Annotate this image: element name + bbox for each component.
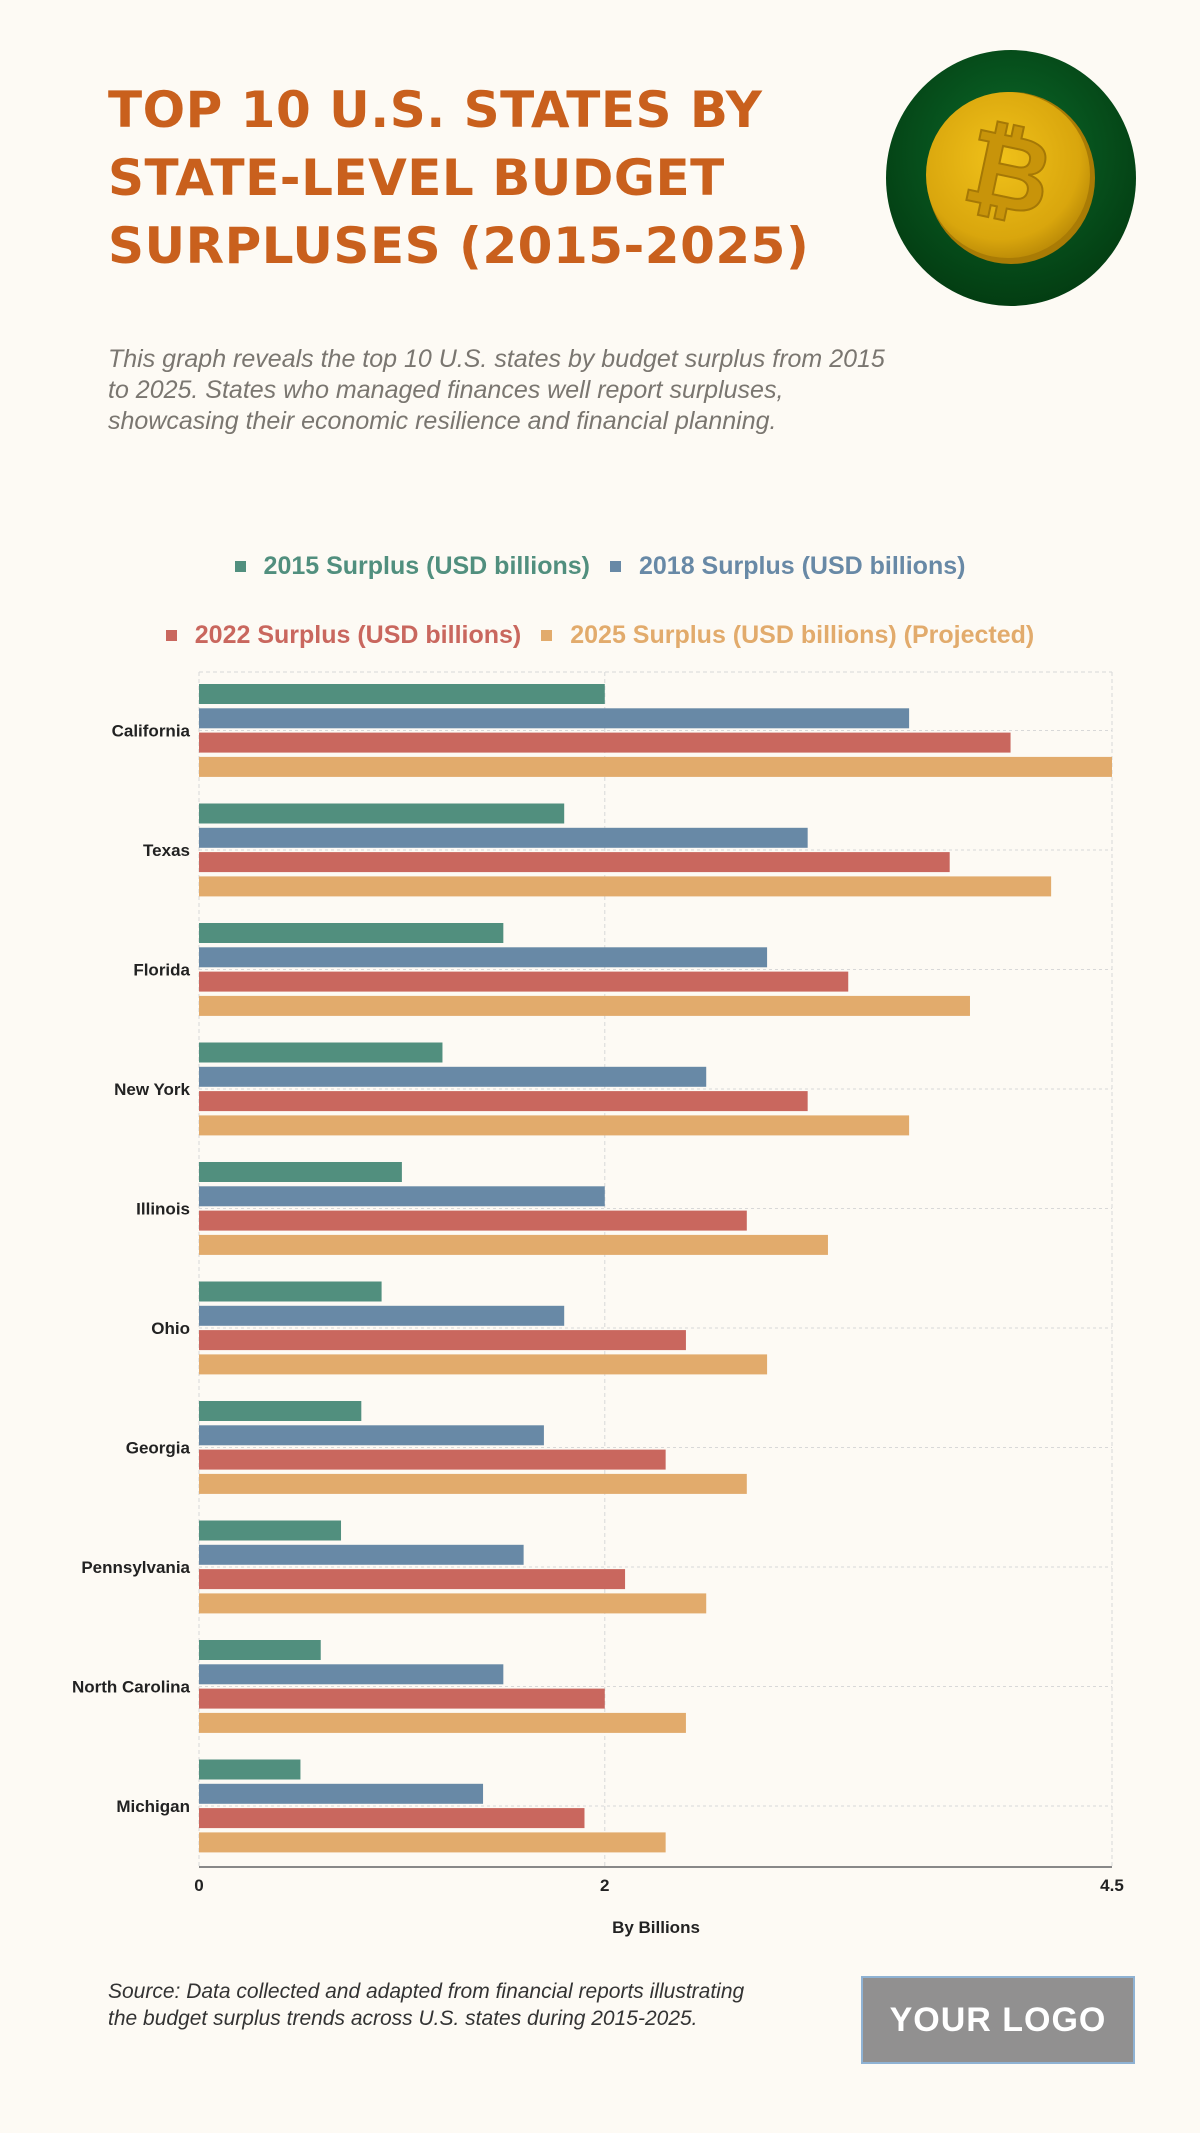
bar-california-2025 xyxy=(199,756,1112,777)
legend-label-2018: 2018 Surplus (USD billions) xyxy=(639,552,966,580)
bar-texas-2025 xyxy=(199,876,1052,897)
bar-new-york-2025 xyxy=(199,1115,910,1136)
legend-item-2025[interactable]: 2025 Surplus (USD billions) (Projected) xyxy=(541,621,1034,650)
bar-pennsylvania-2018 xyxy=(199,1544,524,1565)
bar-north-carolina-2022 xyxy=(199,1688,605,1709)
legend-item-2015[interactable]: 2015 Surplus (USD billions) xyxy=(234,552,590,581)
bar-florida-2022 xyxy=(199,971,849,992)
bar-pennsylvania-2015 xyxy=(199,1520,342,1541)
bar-florida-2025 xyxy=(199,995,970,1016)
bar-north-carolina-2025 xyxy=(199,1712,686,1733)
category-label: Illinois xyxy=(136,1199,190,1218)
legend-label-2015: 2015 Surplus (USD billions) xyxy=(263,552,590,580)
x-tick-label: 2 xyxy=(600,1876,609,1895)
bar-ohio-2018 xyxy=(199,1305,565,1326)
bar-georgia-2018 xyxy=(199,1425,544,1446)
page-title: TOP 10 U.S. STATES BY STATE-LEVEL BUDGET… xyxy=(108,81,810,275)
bar-florida-2018 xyxy=(199,947,768,968)
legend-swatch-2025 xyxy=(541,630,553,641)
category-label: Georgia xyxy=(126,1438,191,1457)
category-label: Texas xyxy=(143,841,190,860)
bar-california-2015 xyxy=(199,684,605,704)
legend-item-2022[interactable]: 2022 Surplus (USD billions) xyxy=(165,621,522,650)
bar-texas-2022 xyxy=(199,852,950,873)
bar-ohio-2015 xyxy=(199,1281,382,1302)
category-label: California xyxy=(112,721,191,740)
bar-new-york-2015 xyxy=(199,1042,443,1063)
logo-text: YOUR LOGO xyxy=(889,2000,1107,2039)
bar-michigan-2018 xyxy=(199,1783,484,1804)
category-label: New York xyxy=(114,1080,190,1099)
x-tick-label: 0 xyxy=(194,1876,203,1895)
bar-georgia-2015 xyxy=(199,1401,362,1421)
bar-texas-2018 xyxy=(199,827,808,848)
legend-label-2025: 2025 Surplus (USD billions) (Projected) xyxy=(570,621,1035,649)
x-tick-label: 4.5 xyxy=(1100,1876,1124,1895)
bar-florida-2015 xyxy=(199,923,504,943)
x-axis-title: By Billions xyxy=(612,1918,700,1937)
bar-new-york-2022 xyxy=(199,1091,808,1112)
legend-row-1: 2015 Surplus (USD billions) 2018 Surplus… xyxy=(0,552,1200,581)
bar-georgia-2022 xyxy=(199,1449,666,1470)
legend-item-2018[interactable]: 2018 Surplus (USD billions) xyxy=(610,552,965,581)
bar-illinois-2015 xyxy=(199,1162,402,1182)
bar-new-york-2018 xyxy=(199,1066,707,1087)
logo-placeholder: YOUR LOGO xyxy=(861,1976,1135,2064)
category-label: Michigan xyxy=(116,1797,190,1816)
legend-row-2: 2022 Surplus (USD billions) 2025 Surplus… xyxy=(0,621,1200,650)
category-label: Florida xyxy=(133,960,190,979)
bar-illinois-2022 xyxy=(199,1210,747,1231)
bar-michigan-2025 xyxy=(199,1832,666,1853)
bar-michigan-2022 xyxy=(199,1808,585,1829)
category-label: North Carolina xyxy=(72,1677,191,1696)
category-label: Pennsylvania xyxy=(81,1558,190,1577)
bar-pennsylvania-2022 xyxy=(199,1569,626,1590)
bar-illinois-2025 xyxy=(199,1234,828,1255)
bar-texas-2015 xyxy=(199,803,565,824)
bar-pennsylvania-2025 xyxy=(199,1593,707,1614)
bar-ohio-2025 xyxy=(199,1354,768,1375)
legend-swatch-2018 xyxy=(610,561,621,572)
bar-ohio-2022 xyxy=(199,1330,686,1351)
bar-california-2022 xyxy=(199,732,1011,753)
chart-svg: California Texas Florida New York Illinois Oh… xyxy=(72,671,1124,1895)
bar-north-carolina-2015 xyxy=(199,1640,321,1660)
bar-north-carolina-2018 xyxy=(199,1664,504,1685)
chart-description: This graph reveals the top 10 U.S. state… xyxy=(108,345,885,435)
legend-swatch-2015 xyxy=(234,561,246,572)
bar-michigan-2015 xyxy=(199,1759,301,1780)
bar-california-2018 xyxy=(199,708,910,729)
category-label: Ohio xyxy=(151,1319,190,1338)
bar-chart: California Texas Florida New York Illinois Oh… xyxy=(0,660,1200,1940)
bar-georgia-2025 xyxy=(199,1473,747,1494)
legend-label-2022: 2022 Surplus (USD billions) xyxy=(194,621,522,649)
bar-illinois-2018 xyxy=(199,1186,605,1207)
bitcoin-coin-icon: ₿ xyxy=(886,50,1136,306)
source-note: Source: Data collected and adapted from … xyxy=(108,1980,745,2030)
legend-swatch-2022 xyxy=(165,630,177,641)
